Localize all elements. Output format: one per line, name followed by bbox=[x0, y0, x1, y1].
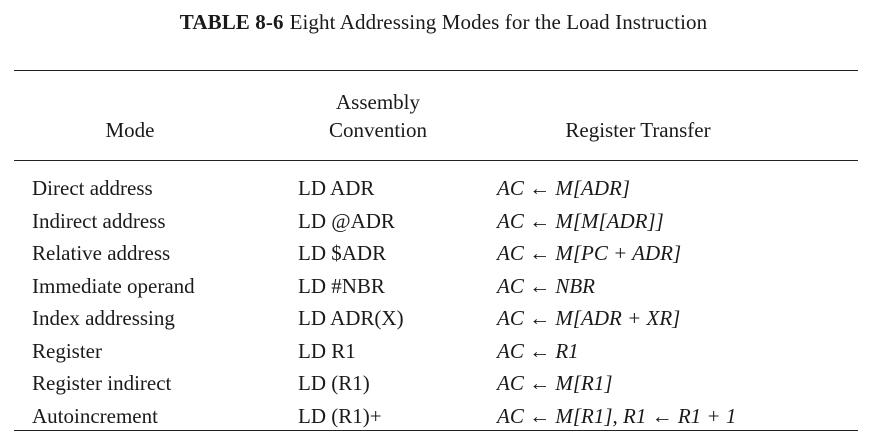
cell-convention: LD $ADR bbox=[298, 241, 387, 265]
table-caption: TABLE 8-6 Eight Addressing Modes for the … bbox=[0, 10, 887, 35]
cell-transfer: AC ← NBR bbox=[497, 273, 595, 298]
table-row: Index addressing LD ADR(X) AC ← M[ADR + … bbox=[0, 302, 887, 335]
cell-transfer: AC ← M[R1] bbox=[497, 371, 613, 395]
cell-convention: LD @ADR bbox=[298, 208, 395, 233]
header-mode: Mode bbox=[105, 118, 155, 142]
cell-mode: Register bbox=[32, 338, 102, 363]
table-row: Register LD R1 AC ← R1 bbox=[0, 335, 887, 368]
cell-mode: Immediate operand bbox=[32, 273, 195, 298]
cell-convention: LD R1 bbox=[298, 338, 356, 363]
table-row: Relative address LD $ADR AC ← M[PC + ADR… bbox=[0, 237, 887, 270]
top-rule bbox=[14, 70, 858, 71]
cell-transfer: AC ← M[M[ADR]] bbox=[497, 208, 664, 233]
table-body: Direct address LD ADR AC ← M[ADR] Indire… bbox=[0, 172, 887, 432]
header-register-transfer: Register Transfer bbox=[565, 118, 711, 142]
cell-convention: LD (R1) bbox=[298, 371, 370, 395]
table-row: Immediate operand LD #NBR AC ← NBR bbox=[0, 270, 887, 303]
cell-mode: Relative address bbox=[32, 241, 171, 265]
cell-convention: LD ADR bbox=[298, 176, 375, 200]
table-number: TABLE 8-6 bbox=[179, 10, 284, 34]
bottom-rule bbox=[14, 430, 858, 431]
header-convention-line1: Assembly bbox=[336, 90, 420, 114]
header-assembly-convention: Assembly Convention bbox=[298, 88, 458, 144]
cell-mode: Direct address bbox=[32, 176, 153, 200]
cell-transfer: AC ← M[R1], R1 ← R1 + 1 bbox=[497, 403, 737, 428]
cell-transfer: AC ← M[ADR + XR] bbox=[497, 306, 681, 330]
cell-mode: Indirect address bbox=[32, 208, 166, 233]
cell-transfer: AC ← M[PC + ADR] bbox=[497, 241, 682, 265]
cell-convention: LD (R1)+ bbox=[298, 403, 382, 428]
table-row: Autoincrement LD (R1)+ AC ← M[R1], R1 ← … bbox=[0, 400, 887, 433]
table-title: Eight Addressing Modes for the Load Inst… bbox=[289, 10, 708, 34]
table-row: Register indirect LD (R1) AC ← M[R1] bbox=[0, 367, 887, 400]
header-rule bbox=[14, 160, 858, 161]
cell-transfer: AC ← M[ADR] bbox=[497, 176, 630, 200]
cell-mode: Autoincrement bbox=[32, 403, 158, 428]
table-row: Direct address LD ADR AC ← M[ADR] bbox=[0, 172, 887, 205]
cell-convention: LD #NBR bbox=[298, 273, 385, 298]
cell-mode: Index addressing bbox=[32, 306, 175, 330]
header-convention-line2: Convention bbox=[329, 118, 427, 142]
cell-mode: Register indirect bbox=[32, 371, 172, 395]
cell-convention: LD ADR(X) bbox=[298, 306, 404, 330]
cell-transfer: AC ← R1 bbox=[497, 338, 579, 363]
table-row: Indirect address LD @ADR AC ← M[M[ADR]] bbox=[0, 205, 887, 238]
